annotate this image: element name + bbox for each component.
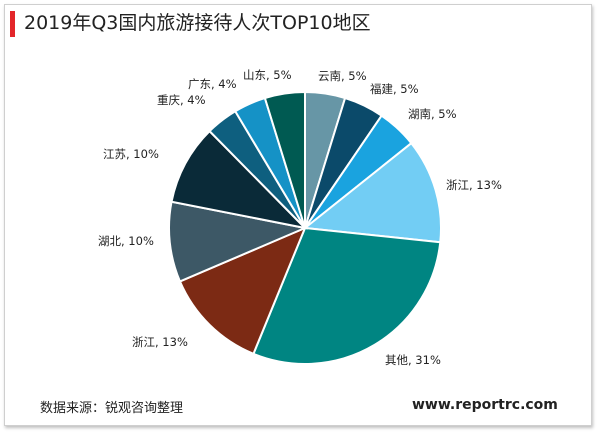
pie-slice-6 <box>178 226 307 356</box>
slice-label-10: 广东, 4% <box>188 77 237 91</box>
chart-title: 2019年Q3国内旅游接待人次TOP10地区 <box>24 12 371 34</box>
slice-label-7: 湖北, 10% <box>98 234 154 248</box>
website-url: www.reportrc.com <box>412 397 558 413</box>
data-source-note: 数据来源：锐观咨询整理 <box>40 401 184 416</box>
title-accent-bar <box>10 11 15 37</box>
slice-label-4: 浙江, 13% <box>446 178 502 192</box>
pie-slice-8 <box>170 129 308 230</box>
slice-label-3: 湖南, 5% <box>408 107 457 121</box>
slice-label-2: 福建, 5% <box>370 82 419 96</box>
slice-label-6: 浙江, 13% <box>132 335 188 349</box>
slice-label-1: 云南, 5% <box>318 69 367 83</box>
slice-label-5: 其他, 31% <box>385 353 441 367</box>
slice-label-11: 山东, 5% <box>243 68 292 82</box>
pie-slice-5 <box>252 226 442 365</box>
slice-label-9: 重庆, 4% <box>157 93 206 107</box>
pie-slice-11 <box>263 90 306 229</box>
slice-label-8: 江苏, 10% <box>103 147 159 161</box>
pie-slice-4 <box>302 141 442 244</box>
